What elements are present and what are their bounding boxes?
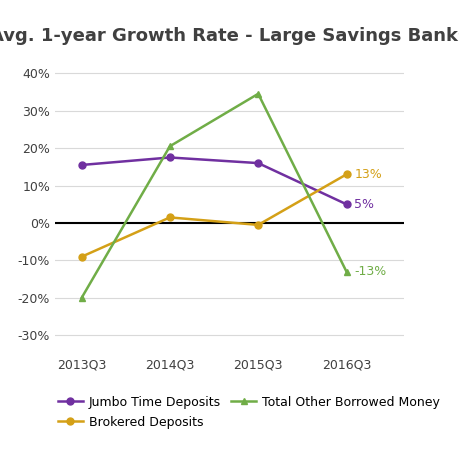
Line: Total Other Borrowed Money: Total Other Borrowed Money: [78, 90, 350, 301]
Title: Avg. 1-year Growth Rate - Large Savings Banks: Avg. 1-year Growth Rate - Large Savings …: [0, 27, 459, 44]
Jumbo Time Deposits: [79, 162, 84, 168]
Line: Brokered Deposits: Brokered Deposits: [78, 171, 350, 260]
Total Other Borrowed Money: [344, 269, 349, 274]
Brokered Deposits: [79, 254, 84, 260]
Jumbo Time Deposits: [256, 160, 261, 166]
Text: 5%: 5%: [354, 198, 375, 211]
Jumbo Time Deposits: [344, 202, 349, 207]
Brokered Deposits: [344, 172, 349, 177]
Total Other Borrowed Money: [256, 91, 261, 97]
Line: Jumbo Time Deposits: Jumbo Time Deposits: [78, 154, 350, 208]
Total Other Borrowed Money: [167, 143, 173, 149]
Jumbo Time Deposits: [167, 155, 173, 160]
Brokered Deposits: [167, 215, 173, 220]
Legend: Jumbo Time Deposits, Brokered Deposits, Total Other Borrowed Money: Jumbo Time Deposits, Brokered Deposits, …: [58, 396, 440, 429]
Text: 13%: 13%: [354, 168, 382, 181]
Text: -13%: -13%: [354, 265, 387, 278]
Total Other Borrowed Money: [79, 295, 84, 301]
Brokered Deposits: [256, 222, 261, 227]
